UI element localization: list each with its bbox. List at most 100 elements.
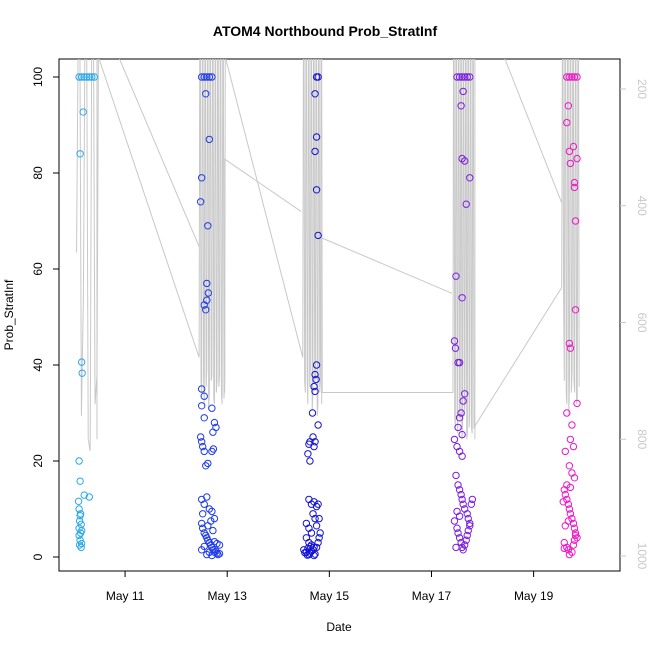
data-point — [314, 538, 322, 547]
data-point — [458, 294, 466, 302]
data-point — [207, 517, 215, 525]
data-point — [455, 486, 464, 494]
data-point — [561, 490, 569, 499]
y-axis: 0 20 40 60 80 100 — [31, 67, 60, 560]
pressure-trace — [76, 59, 580, 452]
data-point — [564, 102, 573, 110]
data-point — [315, 514, 323, 523]
data-point — [566, 510, 575, 518]
x-tick-label: May 15 — [310, 589, 350, 603]
data-point — [458, 430, 466, 439]
chart-title: ATOM4 Northbound Prob_StratInf — [213, 23, 438, 39]
data-point — [565, 147, 574, 156]
y-tick-label: 100 — [31, 67, 45, 87]
data-point — [88, 73, 96, 81]
data-point — [560, 486, 568, 494]
data-point — [311, 438, 319, 446]
plot-frame — [58, 58, 621, 572]
y-tick-label: 60 — [31, 262, 45, 276]
data-point — [311, 147, 319, 156]
data-point — [77, 358, 86, 366]
data-point — [464, 526, 472, 535]
data-point — [200, 414, 208, 422]
data-point — [453, 73, 461, 81]
data-point — [77, 73, 86, 81]
data-point — [563, 118, 571, 127]
data-point — [75, 517, 84, 525]
data-point — [561, 447, 569, 456]
data-point — [560, 544, 568, 553]
data-point — [564, 517, 573, 525]
pressure-traverse-line — [321, 237, 453, 405]
right-tick-label: 800 — [635, 429, 649, 449]
data-point — [75, 524, 83, 532]
data-point — [312, 133, 321, 141]
data-point — [311, 90, 319, 98]
x-tick-label: May 19 — [514, 589, 554, 603]
data-point — [74, 497, 83, 506]
data-point — [312, 375, 320, 384]
data-point — [459, 500, 467, 508]
data-point — [573, 73, 581, 81]
data-point — [561, 522, 569, 530]
data-point — [565, 339, 574, 348]
data-point — [197, 174, 206, 182]
y-tick-label: 40 — [31, 358, 45, 372]
data-point — [314, 73, 322, 81]
data-point — [462, 200, 470, 208]
right-axis: 200 400 600 800 1000 — [620, 79, 649, 570]
data-point — [209, 445, 218, 453]
data-point — [202, 306, 210, 314]
data-point — [204, 459, 212, 468]
data-point — [205, 135, 214, 144]
data-point — [90, 73, 99, 81]
data-point — [204, 289, 213, 297]
data-point — [316, 529, 324, 537]
data-point — [202, 462, 210, 470]
y-axis-label: Prob_StratInf — [2, 279, 16, 350]
data-point — [78, 369, 86, 377]
data-point — [312, 361, 321, 369]
data-point — [463, 510, 471, 518]
data-point — [301, 548, 309, 557]
right-tick-label: 200 — [635, 79, 649, 99]
data-point — [570, 178, 579, 187]
data-point — [303, 551, 312, 559]
data-point — [311, 550, 319, 558]
data-point — [464, 514, 472, 523]
data-point — [457, 409, 465, 417]
data-point — [458, 495, 466, 504]
right-tick-label: 1000 — [635, 543, 649, 570]
data-point — [566, 435, 575, 444]
data-point — [454, 423, 462, 432]
data-point — [203, 493, 211, 501]
data-point — [451, 344, 460, 352]
y-tick-label: 20 — [31, 454, 45, 468]
data-point — [460, 541, 469, 549]
data-point — [197, 402, 206, 410]
data-point — [468, 495, 477, 504]
data-point — [569, 541, 578, 549]
data-point — [458, 154, 466, 163]
right-tick-label: 600 — [635, 312, 649, 332]
data-point — [79, 108, 87, 116]
data-point — [197, 519, 206, 528]
data-point — [566, 159, 575, 168]
data-point — [200, 73, 208, 81]
data-point — [571, 217, 580, 225]
data-point — [304, 450, 312, 458]
data-point — [466, 519, 474, 528]
data-point — [314, 231, 322, 240]
data-point — [83, 73, 91, 81]
data-point — [198, 510, 207, 518]
data-point — [458, 452, 466, 460]
data-point — [455, 358, 464, 367]
data-point — [570, 73, 579, 81]
data-point — [205, 505, 214, 513]
data-point — [571, 531, 580, 540]
data-point — [203, 296, 211, 304]
data-point — [310, 442, 318, 451]
data-point — [311, 387, 319, 396]
data-point — [450, 517, 459, 525]
pressure-trace-line — [76, 59, 580, 452]
